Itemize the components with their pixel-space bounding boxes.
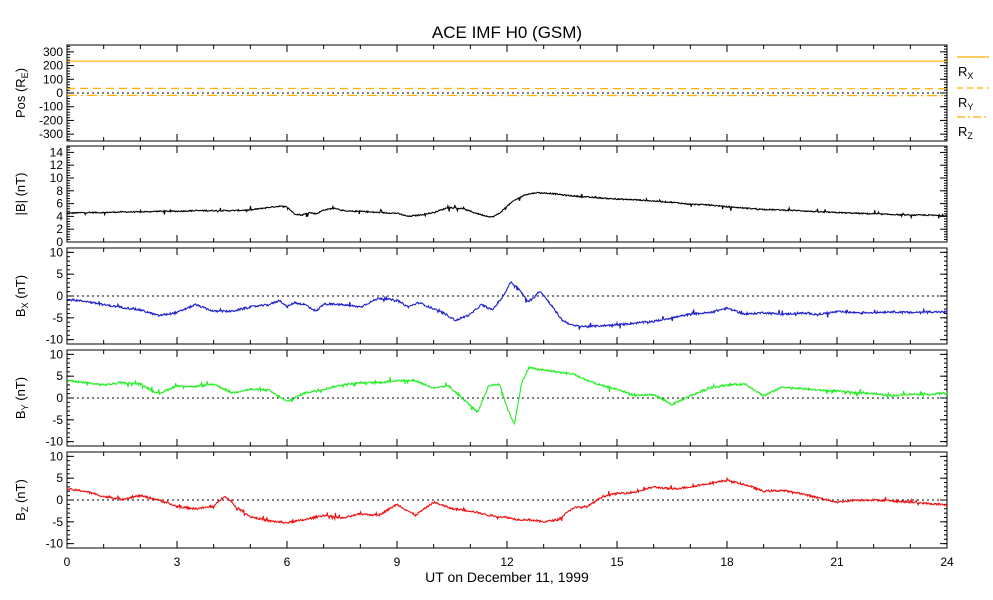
x-tick-label: 15 bbox=[610, 555, 624, 569]
series-line bbox=[66, 280, 948, 330]
y-tick-label: 5 bbox=[56, 267, 63, 281]
x-tick-label: 12 bbox=[500, 555, 514, 569]
y-tick-label: 4 bbox=[56, 209, 63, 223]
y-tick-label: 0 bbox=[56, 289, 63, 303]
y-tick-label: 0 bbox=[56, 391, 63, 405]
y-axis-label: Pos (RE) bbox=[13, 68, 30, 118]
y-tick-label: -10 bbox=[46, 435, 64, 449]
panel-4: 10 5 0 -5 -10 BY (nT) bbox=[13, 347, 948, 449]
y-tick-label: 0 bbox=[56, 86, 63, 100]
y-tick-label: 8 bbox=[56, 184, 63, 198]
y-tick-label: -5 bbox=[52, 515, 63, 529]
y-tick-label: -300 bbox=[39, 127, 63, 141]
y-tick-label: 5 bbox=[56, 369, 63, 383]
y-tick-label: 14 bbox=[50, 145, 64, 159]
y-tick-label: 2 bbox=[56, 222, 63, 236]
x-tick-label: 24 bbox=[940, 555, 954, 569]
y-axis-label: BX (nT) bbox=[13, 275, 30, 317]
x-tick-label: 18 bbox=[720, 555, 734, 569]
y-tick-label: 100 bbox=[43, 72, 63, 86]
legend-label-y: RY bbox=[958, 95, 973, 112]
y-tick-label: 6 bbox=[56, 197, 63, 211]
y-tick-label: 10 bbox=[50, 347, 64, 361]
x-tick-label: 3 bbox=[174, 555, 181, 569]
x-tick-label: 6 bbox=[284, 555, 291, 569]
y-tick-label: -200 bbox=[39, 113, 63, 127]
legend-label-z: RZ bbox=[958, 124, 973, 141]
panel-frame bbox=[66, 145, 948, 243]
y-tick-label: 5 bbox=[56, 471, 63, 485]
y-axis-label: |B| (nT) bbox=[13, 173, 28, 216]
legend-label-x: RX bbox=[958, 64, 973, 81]
x-tick-label: 0 bbox=[64, 555, 71, 569]
y-axis-label: BY (nT) bbox=[13, 377, 30, 419]
y-tick-label: 300 bbox=[43, 45, 63, 59]
y-tick-label: -5 bbox=[52, 311, 63, 325]
y-axis-label: BZ (nT) bbox=[13, 479, 30, 521]
y-tick-label: -10 bbox=[46, 537, 64, 551]
x-axis-label: UT on December 11, 1999 bbox=[425, 569, 589, 585]
x-tick-label: 21 bbox=[830, 555, 844, 569]
y-tick-label: 12 bbox=[50, 158, 64, 172]
y-tick-label: 0 bbox=[56, 235, 63, 249]
y-tick-label: -100 bbox=[39, 100, 63, 114]
y-tick-label: -10 bbox=[46, 333, 64, 347]
series-line bbox=[66, 365, 948, 426]
panel-3: 10 5 0 -5 -10 BX (nT) bbox=[13, 245, 948, 347]
y-tick-label: 10 bbox=[50, 171, 64, 185]
y-tick-label: 10 bbox=[50, 245, 64, 259]
y-tick-label: 200 bbox=[43, 59, 63, 73]
y-tick-label: -5 bbox=[52, 413, 63, 427]
y-tick-label: 10 bbox=[50, 449, 64, 463]
x-tick-label: 9 bbox=[394, 555, 401, 569]
series-line bbox=[67, 191, 948, 220]
chart-title: ACE IMF H0 (GSM) bbox=[432, 23, 582, 42]
series-line bbox=[66, 476, 948, 525]
panel-5: 10 5 0 -5 -10 BZ (nT) 0 3 6 9 12 15 18 21 24 bbox=[13, 449, 954, 569]
y-tick-label: 0 bbox=[56, 493, 63, 507]
